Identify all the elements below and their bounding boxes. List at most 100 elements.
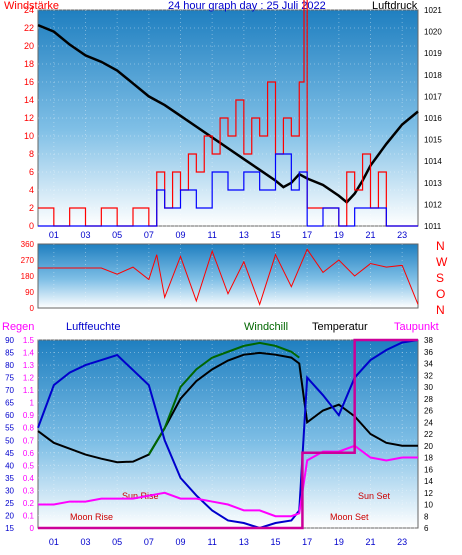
hour-tick: 01 [49, 537, 59, 547]
temperature-axis: 6 8 10 12 14 16 18 20 22 24 26 28 30 32 34 36 38 [424, 336, 433, 533]
rain-header: Regen [2, 321, 34, 333]
wind-strength-tick: 2 [29, 203, 34, 213]
humidity-tick: 60 [5, 411, 14, 420]
temperature-tick: 12 [424, 489, 433, 498]
humidity-tick: 85 [5, 349, 14, 358]
compass-letter: O [436, 287, 445, 301]
temperature-tick: 10 [424, 501, 433, 510]
hour-tick: 05 [112, 230, 122, 240]
temperature-line [37, 351, 418, 464]
humidity-tick: 55 [5, 424, 14, 433]
wind-strength-tick: 14 [24, 95, 34, 105]
rain-tick: 1.5 [23, 336, 35, 345]
pressure-tick: 1012 [424, 200, 442, 209]
hour-tick: 13 [239, 230, 249, 240]
humidity-tick: 25 [5, 499, 14, 508]
temperature-humidity-panel: Regen Luftfeuchte Windchill Temperatur T… [2, 321, 439, 547]
compass-letter: N [436, 303, 445, 317]
wind-strength-tick: 8 [29, 149, 34, 159]
humidity-axis: 15 20 25 30 35 40 45 50 55 60 65 70 75 80 85 90 [5, 336, 14, 533]
humidity-line [37, 339, 419, 530]
wind-strength-tick: 6 [29, 167, 34, 177]
humidity-tick: 40 [5, 461, 14, 470]
rain-tick: 0 [30, 524, 35, 533]
wind-strength-tick: 24 [24, 5, 34, 15]
hour-tick: 03 [80, 230, 90, 240]
rain-tick: 0.9 [23, 411, 35, 420]
temperature-tick: 14 [424, 477, 433, 486]
pressure-title: Luftdruck [372, 0, 418, 12]
hour-tick: 05 [112, 537, 122, 547]
hour-tick: 03 [80, 537, 90, 547]
pressure-axis: 1011 1012 1013 1014 1015 1016 1017 1018 1019 1020… [424, 6, 442, 231]
wind-strength-tick: 0 [29, 221, 34, 231]
sun-moon-markers: Sun Rise Sun Set Moon Rise Moon Set [70, 491, 391, 522]
wind-direction-line [38, 248, 419, 306]
rain-tick: 1.1 [23, 386, 35, 395]
humidity-tick: 70 [5, 386, 14, 395]
rain-tick: 1 [30, 399, 35, 408]
wind-strength-tick: 4 [29, 185, 34, 195]
rain-tick: 1.4 [23, 349, 35, 358]
wind-strength-tick: 10 [24, 131, 34, 141]
humidity-tick: 90 [5, 336, 14, 345]
moon-set-label: Moon Set [330, 512, 369, 522]
hour-tick: 09 [175, 230, 185, 240]
wind-direction-plot-area [37, 243, 419, 309]
compass-letter: S [436, 271, 444, 285]
hour-tick: 15 [270, 230, 280, 240]
wind-direction-tick: 90 [25, 288, 34, 297]
moon-rise-label: Moon Rise [70, 512, 113, 522]
temperature-tick: 28 [424, 395, 433, 404]
pressure-line [37, 23, 419, 204]
humidity-tick: 75 [5, 374, 14, 383]
temperature-humidity-series [37, 338, 419, 530]
hour-tick: 21 [365, 230, 375, 240]
temperature-tick: 24 [424, 418, 433, 427]
compass-letter: N [436, 239, 445, 253]
wind-strength-tick: 20 [24, 41, 34, 51]
wind-direction-tick: 360 [21, 240, 35, 249]
rain-tick: 0.1 [23, 511, 35, 520]
wind-pressure-series [37, 0, 419, 227]
wind-strength-title: Windstärke [4, 0, 59, 12]
rain-tick: 0.8 [23, 424, 35, 433]
hour-tick: 13 [239, 537, 249, 547]
temperature-tick: 6 [424, 524, 429, 533]
windchill-line [147, 341, 300, 456]
temperature-tick: 8 [424, 512, 429, 521]
rain-tick: 1.2 [23, 374, 35, 383]
humidity-tick: 50 [5, 436, 14, 445]
dewpoint-line [38, 444, 418, 518]
wind-strength-tick: 16 [24, 77, 34, 87]
temperature-tick: 18 [424, 454, 433, 463]
wind-strength-tick: 12 [24, 113, 34, 123]
wind-direction-tick: 270 [21, 256, 35, 265]
hour-tick: 11 [207, 537, 216, 547]
temperature-tick: 22 [424, 430, 433, 439]
pressure-tick: 1015 [424, 136, 442, 145]
hour-tick: 15 [270, 537, 280, 547]
rain-tick: 0.5 [23, 461, 35, 470]
wind-direction-series [38, 248, 419, 306]
rain-tick: 0.4 [23, 474, 35, 483]
hour-tick: 17 [302, 230, 312, 240]
temperature-tick: 20 [424, 442, 433, 451]
hour-tick: 07 [144, 537, 154, 547]
rain-tick: 0.6 [23, 449, 35, 458]
wind-pressure-panel: Windstärke 24 hour graph day : 25 Juli 2… [4, 0, 442, 240]
hour-tick: 17 [302, 537, 312, 547]
temperature-tick: 38 [424, 336, 433, 345]
hour-tick: 23 [397, 230, 407, 240]
humidity-header: Luftfeuchte [66, 321, 120, 333]
sun-set-label: Sun Set [358, 491, 391, 501]
gust-line [38, 153, 418, 227]
sun-rise-label: Sun Rise [122, 491, 159, 501]
pressure-tick: 1013 [424, 179, 442, 188]
windchill-header: Windchill [244, 321, 288, 333]
hour-tick: 07 [144, 230, 154, 240]
temperature-tick: 36 [424, 348, 433, 357]
wind-strength-line [38, 0, 418, 227]
